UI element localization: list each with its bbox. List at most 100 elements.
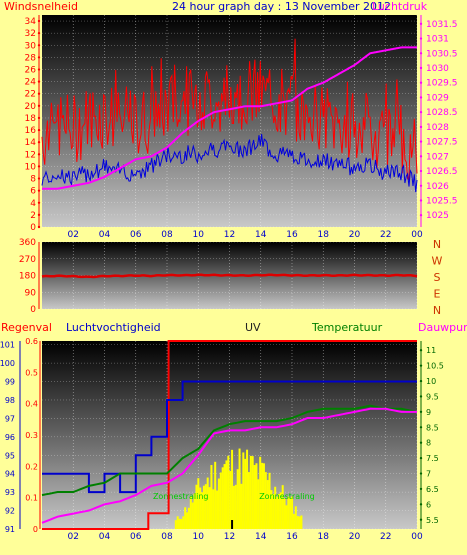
uv-bar <box>216 490 219 529</box>
uv-bar <box>238 448 241 529</box>
temp-tick-label: 7 <box>426 470 431 479</box>
y-tick-label: 360 <box>19 238 36 248</box>
p3-x-tick-label: 00 <box>411 532 423 542</box>
p3-x-tick-label: 04 <box>99 532 111 542</box>
series-line-temperature <box>41 404 418 497</box>
uv-bar <box>206 477 209 529</box>
y-left-tick-label: 22 <box>25 90 36 100</box>
uv-bar <box>268 472 271 529</box>
p1-x-tick-label: 06 <box>130 230 142 240</box>
uv-bar <box>208 487 211 529</box>
rain-tick-label: 0.2 <box>25 462 38 471</box>
uv-bar <box>270 490 273 529</box>
uv-bar <box>257 479 260 529</box>
uv-bar <box>294 506 297 529</box>
uv-bar <box>176 516 179 529</box>
p1-x-tick-label: 14 <box>255 230 267 240</box>
uv-bar <box>180 519 183 529</box>
p1-x-tick-label: 08 <box>161 230 173 240</box>
uv-bar <box>272 494 275 529</box>
y-right-tick-label: 1031 <box>426 35 449 45</box>
temperature-label: Temperatuur <box>311 321 383 334</box>
y-left-tick-label: 32 <box>25 29 36 39</box>
uv-bar <box>276 496 279 529</box>
uv-bar <box>199 487 202 529</box>
uv-bar <box>283 498 286 529</box>
y-tick-label: 0 <box>30 305 36 315</box>
y-right-tick-label: 1030.5 <box>426 49 458 59</box>
compass-letter: E <box>434 288 441 301</box>
series-line-dewpoint <box>41 407 417 524</box>
uv-bar <box>296 516 299 529</box>
uv-bar <box>223 464 226 529</box>
uv-bar <box>217 478 220 529</box>
y-right-tick-label: 1028.5 <box>426 108 458 118</box>
uv-label: UV <box>245 321 261 334</box>
uv-bar <box>232 485 235 529</box>
uv-bar <box>261 462 264 529</box>
uv-bar <box>277 493 280 529</box>
y-right-tick-label: 1027 <box>426 152 449 162</box>
uv-bar <box>202 485 205 529</box>
y-right-tick-label: 1026 <box>426 182 449 192</box>
rain-tick-label: 0.6 <box>25 337 38 346</box>
wind-pressure-chart: 024681012141618202224262830323410251025.… <box>4 0 458 240</box>
uv-bar <box>221 467 224 529</box>
y-left-tick-label: 18 <box>25 114 37 124</box>
y-left-tick-label: 14 <box>25 138 37 148</box>
uv-bar <box>274 486 277 529</box>
y-left-tick-label: 28 <box>25 53 37 63</box>
humidity-tick-label: 97 <box>5 414 15 423</box>
series-line-humidity <box>42 380 417 494</box>
uv-bar <box>184 507 187 529</box>
uv-bar <box>186 512 189 529</box>
p1-x-tick-label: 18 <box>318 230 330 240</box>
left-label: Windsnelheid <box>4 0 78 13</box>
p3-x-tick-label: 02 <box>68 532 79 542</box>
uv-bar <box>247 472 250 529</box>
annotation-label: Zonnestraling <box>259 492 315 501</box>
uv-bar <box>285 505 288 529</box>
y-right-tick-label: 1028 <box>426 123 449 133</box>
uv-bar <box>240 483 243 529</box>
y-left-tick-label: 2 <box>30 211 36 221</box>
series-line-wind-avg <box>41 134 418 193</box>
rain-tick-label: 0.5 <box>25 368 38 377</box>
humidity-tick-label: 94 <box>5 470 15 479</box>
axes: 0 90 180 270 360 <box>19 238 40 315</box>
humidity-tick-label: 93 <box>5 488 15 497</box>
temp-tick-label: 10.5 <box>426 362 444 371</box>
uv-bar <box>201 492 204 529</box>
y-left-tick-label: 4 <box>30 199 36 209</box>
y-right-tick-label: 1025 <box>426 211 449 221</box>
uv-bar <box>231 449 234 529</box>
uv-bar <box>246 449 249 529</box>
axes: 91929394959697989910010100.10.20.30.40.5… <box>0 337 444 542</box>
uv-bar <box>225 460 228 529</box>
rain-humidity-temp-chart: Regenval Luchtvochtigheid UV Temperatuur… <box>0 321 467 542</box>
humidity-tick-label: 96 <box>5 433 15 442</box>
uv-bar <box>195 484 198 529</box>
series-layer <box>41 273 418 279</box>
humidity-tick-label: 92 <box>5 507 15 516</box>
uv-bar <box>189 496 192 529</box>
temp-tick-label: 11 <box>426 346 436 355</box>
humidity-tick-label: 100 <box>0 359 15 368</box>
uv-bar <box>234 484 237 529</box>
humidity-tick-label: 98 <box>5 396 15 405</box>
uv-marker <box>231 520 234 529</box>
temp-tick-label: 10 <box>426 377 436 386</box>
series-line-wind-gust <box>41 38 418 181</box>
temp-tick-label: 6.5 <box>426 485 439 494</box>
uv-bar <box>214 461 217 529</box>
rain-tick-label: 0.1 <box>25 494 38 503</box>
y-right-tick-label: 1026.5 <box>426 167 458 177</box>
y-left-tick-label: 24 <box>25 78 37 88</box>
annotation-label: Zonnestraling <box>153 492 209 501</box>
uv-bar <box>251 456 254 529</box>
uv-bar <box>212 489 215 529</box>
y-left-tick-label: 10 <box>25 162 37 172</box>
